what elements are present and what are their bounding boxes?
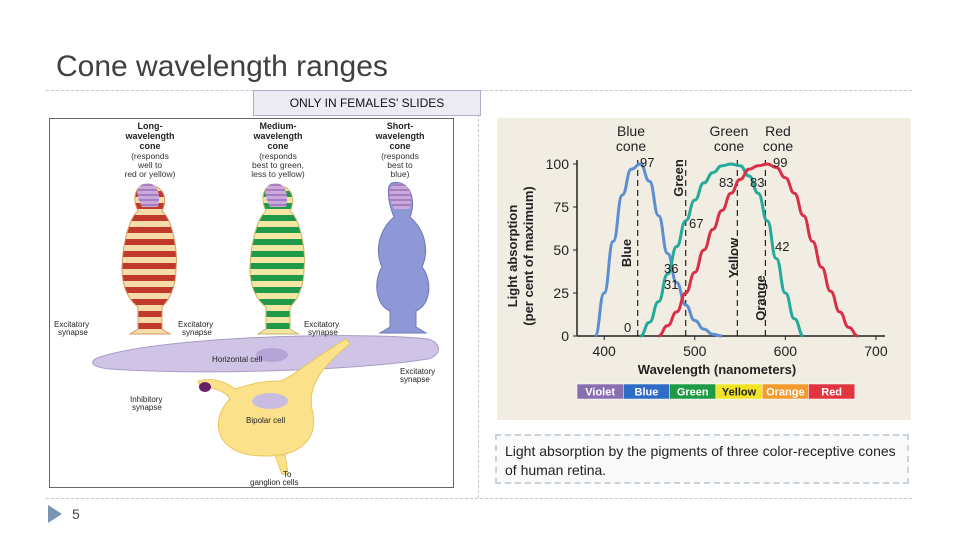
cone-long-title3: cone	[139, 141, 160, 151]
exc-synapse-3-a: Excitatory	[304, 320, 339, 329]
spectrum-band-red	[808, 383, 856, 400]
x-tick-label: 500	[683, 343, 707, 359]
value-annotation: 83	[719, 175, 733, 190]
peak-label-3-line2: cone	[763, 138, 794, 154]
cone-medium-desc1: (responds	[259, 151, 297, 161]
x-tick-label: 400	[592, 343, 616, 359]
x-axis-label: Wavelength (nanometers)	[638, 362, 796, 377]
y-tick-label: 100	[546, 156, 570, 172]
value-annotation: 67	[689, 216, 703, 231]
spectrum-label-green: Green	[677, 387, 709, 399]
cone-long-desc1: (responds	[131, 151, 169, 161]
retina-cell-diagram: Long- wavelength cone Medium- wavelength…	[54, 121, 439, 487]
inhibitory-synapse-dot	[199, 382, 211, 392]
exc-synapse-4-a: Excitatory	[400, 367, 435, 376]
y-tick-label: 50	[553, 242, 569, 258]
slide-title: Cone wavelength ranges	[56, 50, 388, 83]
series-curve-3	[658, 162, 859, 338]
x-tick-label: 600	[774, 343, 798, 359]
series-curve-1	[593, 162, 723, 338]
cone-medium-desc3: less to yellow)	[251, 169, 305, 179]
y-tick-label: 75	[553, 199, 569, 215]
cone-medium-title1: Medium-	[260, 121, 297, 131]
exc-synapse-4-b: synapse	[400, 375, 430, 384]
exc-synapse-1-a: Excitatory	[54, 320, 89, 329]
horizontal-cell-label: Horizontal cell	[212, 355, 262, 364]
value-annotation: 36	[664, 261, 678, 276]
cone-medium-title2: wavelength	[252, 131, 302, 141]
series-curve-2	[639, 162, 805, 338]
peak-label-3: Red	[765, 123, 791, 139]
spectrum-label-orange: Orange	[766, 387, 805, 399]
dashed-line-label-1: Blue	[619, 239, 634, 267]
cone-long-title2: wavelength	[124, 131, 174, 141]
cone-long-desc3: red or yellow)	[124, 169, 175, 179]
y-axis-label-line2: (per cent of maximum)	[521, 186, 536, 325]
cone-short-desc3: blue)	[391, 169, 410, 179]
cone-short-title1: Short-	[387, 121, 414, 131]
cone-medium-title3: cone	[267, 141, 288, 151]
to-label: To	[283, 470, 292, 479]
exc-synapse-3-b: synapse	[308, 328, 338, 337]
peak-label-2: Green	[710, 123, 749, 139]
spectrum-label-violet: Violet	[585, 387, 615, 399]
cone-long-desc2: well to	[137, 160, 162, 170]
footer-divider	[46, 498, 912, 499]
value-annotation: 42	[775, 239, 789, 254]
cone-short-title3: cone	[389, 141, 410, 151]
cone-labels: Long- wavelength cone Medium- wavelength…	[124, 121, 424, 151]
dashed-line-label-3: Yellow	[726, 237, 741, 278]
cone-medium	[249, 183, 305, 335]
inhibitory-synapse-a: Inhibitory	[130, 395, 162, 404]
horizontal-cell-nucleus	[256, 348, 288, 362]
cone-short	[376, 182, 430, 334]
retina-cell-figure: Long- wavelength cone Medium- wavelength…	[49, 118, 454, 488]
cone-short-desc2: best to	[387, 160, 413, 170]
peak-label-1-line2: cone	[616, 138, 647, 154]
y-tick-label: 25	[553, 285, 569, 301]
x-tick-label: 700	[864, 343, 888, 359]
cone-short-title2: wavelength	[374, 131, 424, 141]
peak-label-1: Blue	[617, 123, 645, 139]
spectrum-label-red: Red	[821, 387, 842, 399]
peak-label-2-line2: cone	[714, 138, 745, 154]
cone-long	[121, 183, 177, 335]
y-axis-label-line1: Light absorption	[505, 205, 520, 308]
females-only-banner: ONLY IN FEMALES' SLIDES	[253, 90, 481, 116]
inhibitory-synapse-b: synapse	[132, 403, 162, 412]
value-annotation: 99	[773, 155, 787, 170]
value-annotation: 0	[624, 320, 631, 335]
value-annotation: 97	[640, 155, 654, 170]
cone-long-title1: Long-	[138, 121, 163, 131]
spectrum-label-yellow: Yellow	[722, 387, 757, 399]
column-divider	[478, 114, 479, 498]
exc-synapse-1-b: synapse	[58, 328, 88, 337]
dashed-line-label-4: Orange	[753, 275, 768, 321]
exc-synapse-2-a: Excitatory	[178, 320, 213, 329]
exc-synapse-2-b: synapse	[182, 328, 212, 337]
page-number: 5	[72, 506, 80, 522]
cone-medium-desc2: best to green,	[252, 160, 304, 170]
footer-arrow-icon	[48, 505, 62, 523]
value-annotation: 83	[750, 175, 764, 190]
y-tick-label: 0	[561, 328, 569, 344]
cone-short-desc1: (responds	[381, 151, 419, 161]
bipolar-axon	[274, 454, 289, 475]
bipolar-nucleus	[252, 393, 288, 409]
spectrum-label-blue: Blue	[635, 387, 659, 399]
bipolar-cell-label: Bipolar cell	[246, 416, 285, 425]
absorption-chart-panel: Light absorption (per cent of maximum) W…	[497, 118, 911, 420]
figure-caption: Light absorption by the pigments of thre…	[495, 434, 909, 484]
absorption-chart: Light absorption (per cent of maximum) W…	[505, 123, 888, 400]
dashed-line-label-2: Green	[671, 159, 686, 197]
ganglion-label: ganglion cells	[250, 478, 298, 487]
value-annotation: 31	[664, 277, 678, 292]
